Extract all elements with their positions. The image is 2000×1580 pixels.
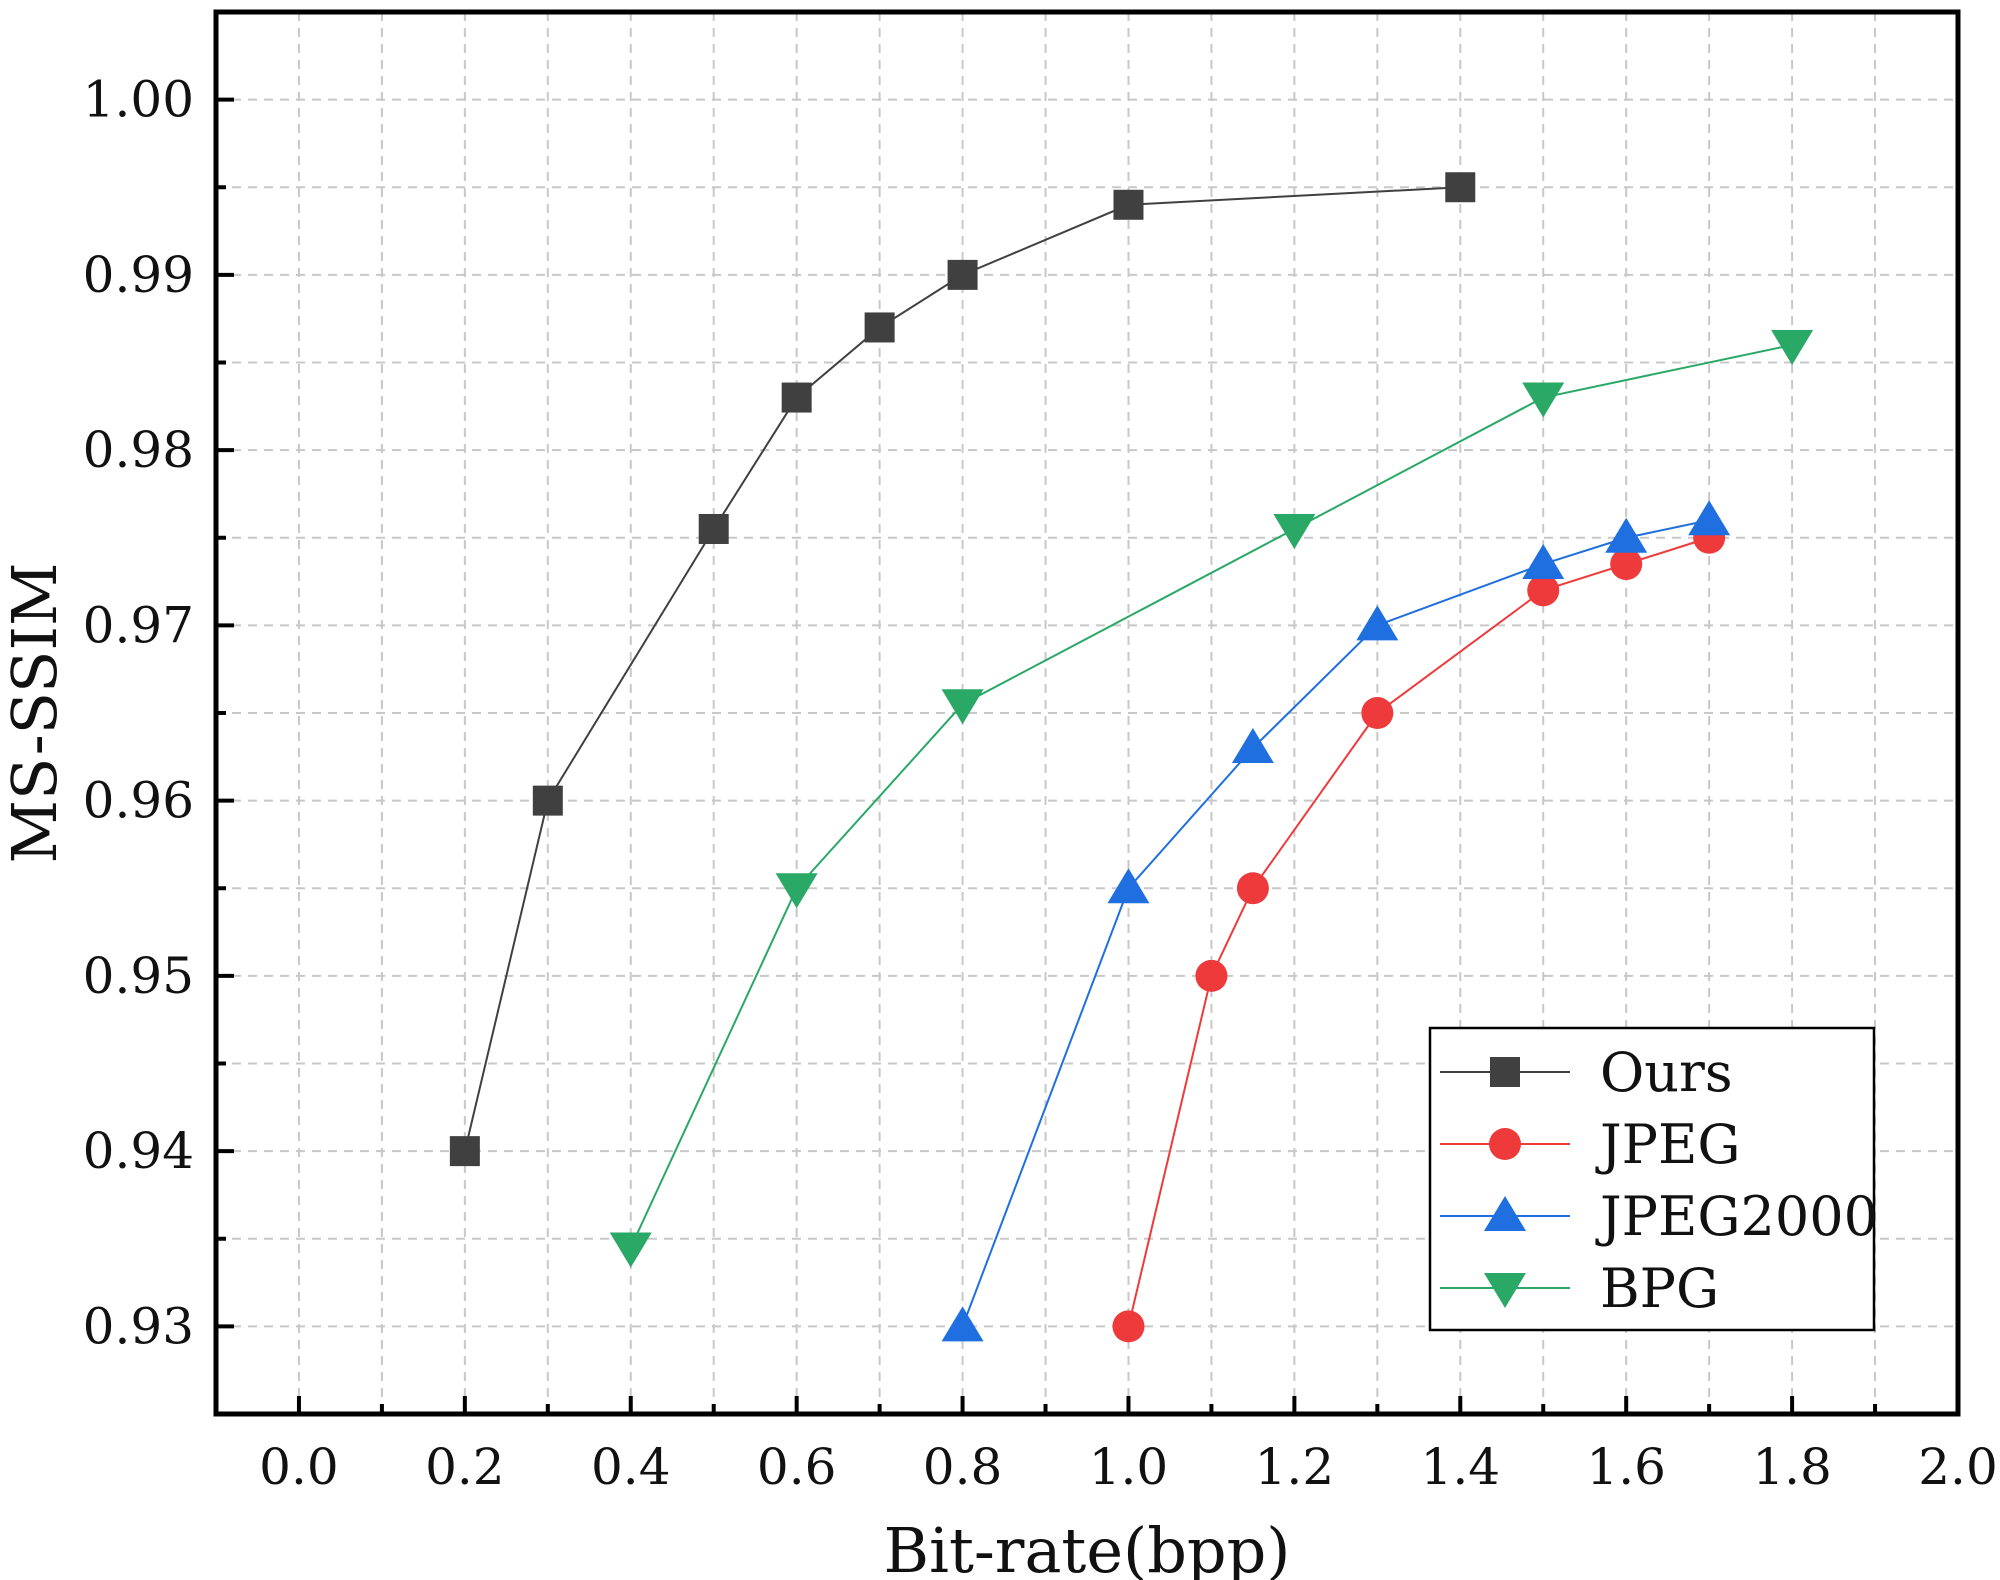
y-tick-label: 0.98 — [83, 421, 194, 479]
data-point-jpeg — [1112, 1310, 1145, 1343]
data-point-bpg — [941, 689, 984, 725]
data-point-jpeg — [1527, 574, 1560, 607]
data-point-ours — [1445, 172, 1476, 203]
data-point-jpeg2000 — [1356, 605, 1399, 641]
data-point-ours — [781, 382, 812, 413]
x-tick-label: 2.0 — [1918, 1438, 1998, 1496]
x-tick-label: 0.0 — [259, 1438, 339, 1496]
series-line-bpg — [629, 343, 1793, 1248]
data-point-ours — [947, 259, 978, 290]
series-ours — [449, 172, 1476, 1167]
data-point-bpg — [609, 1232, 652, 1268]
x-tick-label: 1.0 — [1089, 1438, 1169, 1496]
series-jpeg — [1112, 521, 1726, 1343]
data-point-jpeg2000 — [1522, 544, 1565, 580]
data-point-bpg — [775, 873, 818, 909]
legend-item-jpeg: JPEG — [1440, 1113, 1741, 1176]
y-tick-label: 0.96 — [83, 772, 194, 830]
data-point-jpeg — [1361, 697, 1394, 729]
legend-label: Ours — [1600, 1041, 1733, 1104]
data-point-jpeg2000 — [1688, 500, 1731, 536]
series-layer — [449, 172, 1814, 1343]
legend-marker-ours — [1490, 1057, 1520, 1087]
data-point-bpg — [1522, 382, 1565, 418]
data-point-ours — [449, 1136, 480, 1167]
legend-marker-bpg — [1484, 1273, 1526, 1308]
series-bpg — [609, 329, 1814, 1268]
y-tick-label: 0.95 — [83, 947, 194, 1005]
series-jpeg2000 — [941, 500, 1731, 1342]
data-point-jpeg2000 — [1605, 517, 1648, 553]
data-point-jpeg2000 — [1107, 868, 1150, 904]
data-point-jpeg — [1610, 548, 1643, 581]
legend: Ours JPEG JPEG2000 BPG — [1428, 1026, 1878, 1332]
data-point-jpeg2000 — [1231, 728, 1274, 764]
x-tick-label: 0.4 — [591, 1438, 671, 1496]
x-tick-label: 1.4 — [1421, 1438, 1501, 1496]
x-tick-label: 0.6 — [757, 1438, 837, 1496]
data-point-bpg — [1771, 329, 1814, 365]
x-tick-label: 0.2 — [425, 1438, 505, 1496]
x-tick-label: 0.8 — [923, 1438, 1003, 1496]
y-tick-label: 0.94 — [83, 1122, 194, 1180]
y-tick-label: 0.97 — [83, 596, 194, 654]
legend-item-ours: Ours — [1440, 1041, 1733, 1104]
legend-label: JPEG2000 — [1595, 1185, 1878, 1248]
y-tick-label: 0.93 — [83, 1297, 194, 1355]
legend-label: BPG — [1600, 1257, 1719, 1320]
data-point-jpeg — [1236, 872, 1269, 905]
data-point-ours — [532, 785, 563, 816]
x-tick-label: 1.2 — [1255, 1438, 1335, 1496]
data-point-jpeg2000 — [941, 1306, 984, 1342]
legend-marker-jpeg2000 — [1484, 1196, 1526, 1231]
data-point-ours — [1113, 189, 1144, 220]
legend-item-bpg: BPG — [1440, 1257, 1719, 1320]
data-point-bpg — [1273, 513, 1316, 549]
y-tick-label: 0.99 — [83, 246, 194, 304]
x-tick-label: 1.8 — [1752, 1438, 1832, 1496]
y-axis-title: MS-SSIM — [0, 562, 71, 863]
data-point-jpeg — [1195, 959, 1228, 992]
axes: 0.0 0.2 0.4 0.6 0.8 1.0 1.2 1.4 1.6 1.8 2.0 0.93 0.9… — [83, 71, 1998, 1496]
data-point-ours — [864, 312, 895, 343]
y-tick-label: 1.00 — [83, 71, 194, 129]
data-point-ours — [698, 513, 729, 544]
legend-marker-jpeg — [1489, 1128, 1521, 1160]
x-axis-title: Bit-rate(bpp) — [884, 1514, 1291, 1580]
series-line-ours — [463, 186, 1461, 1152]
legend-label: JPEG — [1595, 1113, 1741, 1176]
legend-item-jpeg2000: JPEG2000 — [1440, 1185, 1878, 1248]
x-tick-label: 1.6 — [1586, 1438, 1666, 1496]
